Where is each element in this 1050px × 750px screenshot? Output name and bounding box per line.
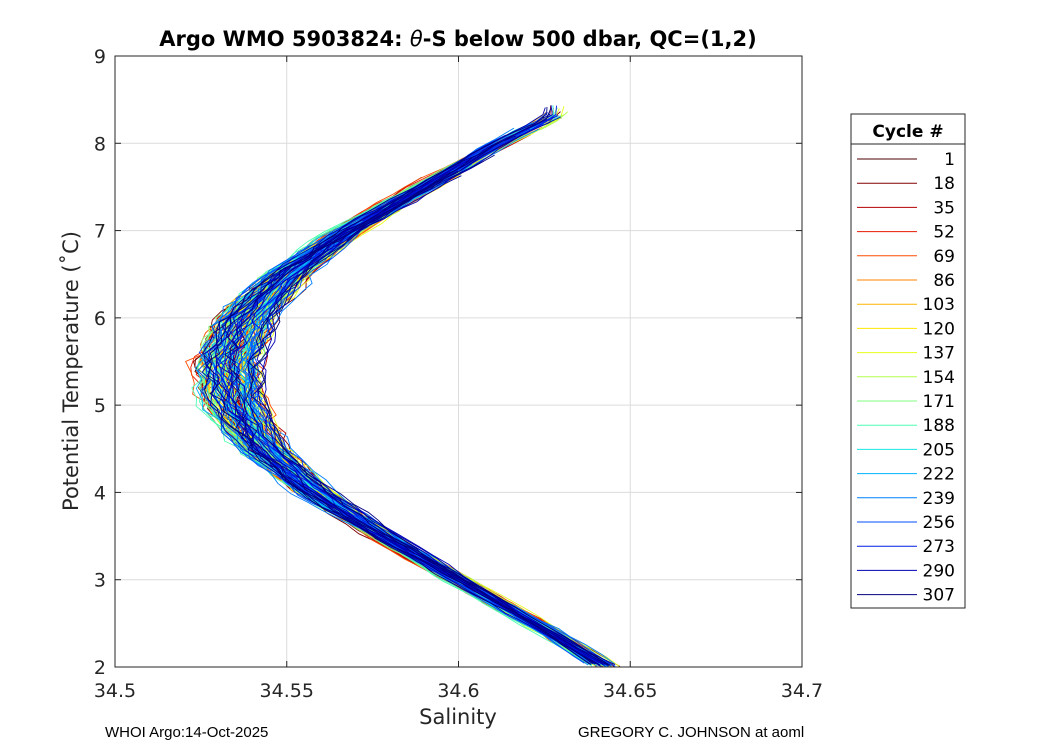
x-tick-label: 34.55 [260,680,314,702]
legend-label: 256 [923,513,955,533]
y-tick-label: 5 [94,395,106,417]
legend-label: 137 [923,344,955,364]
legend-label: 18 [933,174,955,194]
profile-curves [184,105,621,668]
y-tick-label: 8 [94,133,106,155]
x-tick-label: 34.5 [94,680,136,702]
legend: Cycle # 1 18 35 52 69 86 103 120 137 154 171 188 205… [850,113,966,609]
x-tick-label: 34.65 [603,680,657,702]
profile-line [204,161,593,665]
legend-label: 239 [923,489,955,509]
legend-label: 120 [923,319,955,339]
profile-line [215,105,601,667]
x-axis-label: Salinity [419,705,497,729]
x-tick-label: 34.7 [781,680,823,702]
profile-line [246,170,611,666]
x-axis-ticks: 34.5 34.55 34.6 34.65 34.7 [94,56,823,702]
legend-label: 154 [923,368,955,388]
legend-label: 188 [923,416,955,436]
y-tick-label: 7 [94,221,106,243]
profile-line [204,135,609,667]
footer-author: GREGORY C. JOHNSON at aoml [578,724,805,741]
profile-line [202,106,597,665]
legend-label: 103 [923,295,955,315]
footer-date: WHOI Argo:14-Oct-2025 [105,724,269,741]
y-tick-label: 3 [94,570,106,592]
plot-area: 34.5 34.55 34.6 34.65 34.7 2 3 4 5 6 7 8 9 [94,46,823,702]
legend-label: 171 [923,392,955,412]
y-axis-label: Potential Temperature (˚C) [59,231,83,511]
legend-label: 222 [923,465,955,485]
y-tick-label: 6 [94,308,106,330]
profile-line [245,154,616,666]
profile-line [198,133,606,665]
y-tick-label: 4 [94,482,106,504]
y-tick-label: 9 [94,46,106,68]
legend-title: Cycle # [872,122,943,142]
legend-label: 290 [923,561,955,581]
legend-label: 307 [923,586,955,606]
legend-label: 86 [933,271,955,291]
legend-label: 1 [944,150,955,170]
legend-label: 69 [933,247,955,267]
y-tick-label: 2 [94,657,106,679]
y-axis-ticks: 2 3 4 5 6 7 8 9 [94,46,802,679]
legend-label: 35 [933,198,955,218]
legend-label: 52 [933,223,955,243]
profile-line [201,179,600,666]
profile-line [228,108,601,666]
legend-label: 205 [923,440,955,460]
legend-label: 273 [923,537,955,557]
x-tick-label: 34.6 [437,680,479,702]
chart-title: Argo WMO 5903824: θ-S below 500 dbar, QC… [159,27,756,51]
